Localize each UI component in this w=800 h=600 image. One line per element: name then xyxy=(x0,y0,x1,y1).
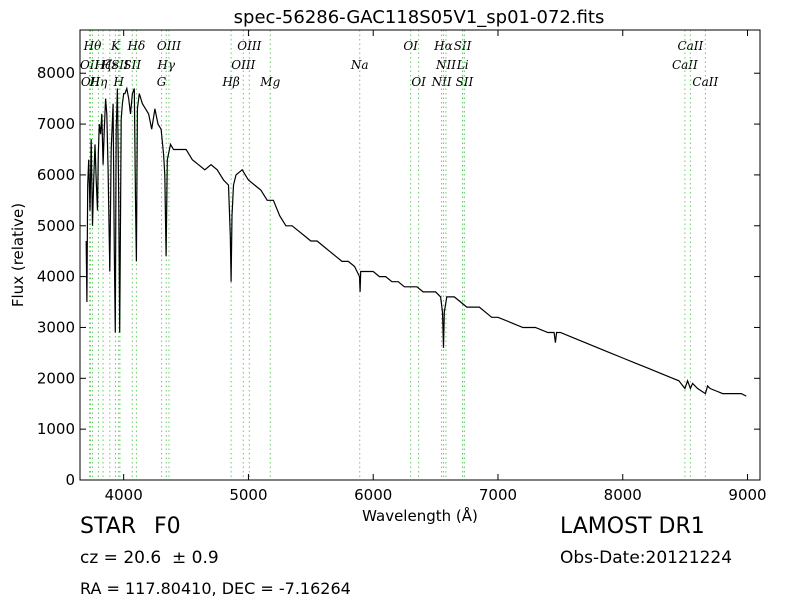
line-marker-label: OIII xyxy=(157,39,181,53)
line-marker-label: Hβ xyxy=(221,75,239,89)
line-marker-label: Hθ xyxy=(83,39,102,53)
plot-frame xyxy=(79,29,761,481)
object-class-label: STAR xyxy=(80,514,137,539)
line-marker-label: NII xyxy=(435,58,456,72)
y-tick-label: 5000 xyxy=(37,217,75,235)
line-marker-label: H xyxy=(112,75,124,89)
x-axis-label: Wavelength (Å) xyxy=(362,506,478,525)
line-marker-label: K xyxy=(110,39,121,53)
line-marker-label: Hε xyxy=(100,58,118,72)
y-tick-label: 8000 xyxy=(37,64,75,82)
line-marker-label: Hγ xyxy=(156,58,175,72)
x-tick-label: 9000 xyxy=(728,486,766,504)
line-marker-label: Hη xyxy=(89,75,108,89)
subclass-label: F0 xyxy=(154,514,181,539)
object-class: STAR F0 xyxy=(80,514,181,539)
chart-title: spec-56286-GAC118S05V1_sp01-072.fits xyxy=(234,7,605,28)
line-marker-label: SII xyxy=(456,75,474,89)
line-marker-label: Hζ xyxy=(94,58,113,72)
line-marker-label: NII xyxy=(431,75,452,89)
x-tick-label: 7000 xyxy=(479,486,517,504)
y-tick-label: 1000 xyxy=(37,420,75,438)
obs-date-label: Obs-Date:20121224 xyxy=(560,548,733,568)
y-axis-label: Flux (relative) xyxy=(9,203,27,307)
y-tick-label: 7000 xyxy=(37,115,75,133)
axis-ticks: 4000 5000 6000 7000 8000 9000 0 1000 2000 3000 400… xyxy=(37,30,767,504)
y-tick-label: 3000 xyxy=(37,318,75,336)
redshift-label: cz = 20.6 ± 0.9 xyxy=(80,548,219,568)
coordinates-label: RA = 117.80410, DEC = -7.16264 xyxy=(80,579,351,598)
line-marker-label: Mg xyxy=(259,75,280,89)
x-tick-label: 6000 xyxy=(354,486,392,504)
line-marker-label: OI xyxy=(411,75,426,89)
line-marker-label: CaII xyxy=(677,39,703,53)
line-marker-label: SII xyxy=(123,58,141,72)
line-marker-label: Hα xyxy=(433,39,453,53)
survey-label: LAMOST DR1 xyxy=(560,514,705,539)
y-tick-label: 6000 xyxy=(37,166,75,184)
emission-line-markers: OIIOIIHθHηHζHεKHSIISIIHδGHγOIIIHβOIIIOII… xyxy=(80,30,719,480)
line-marker-label: OIII xyxy=(231,58,255,72)
spectrum-line xyxy=(85,86,747,397)
y-tick-label: 2000 xyxy=(37,369,75,387)
line-marker-label: Na xyxy=(350,58,369,72)
line-marker-label: Hδ xyxy=(127,39,146,53)
line-marker-label: OI xyxy=(403,39,418,53)
line-marker-label: G xyxy=(157,75,167,89)
line-marker-label: OIII xyxy=(237,39,261,53)
x-tick-label: 5000 xyxy=(229,486,267,504)
line-marker-label: OII xyxy=(81,75,101,89)
line-marker-label: SII xyxy=(454,39,472,53)
line-marker-label: Li xyxy=(456,58,469,72)
line-marker-label: OII xyxy=(80,58,100,72)
x-tick-label: 4000 xyxy=(105,486,143,504)
line-marker-label: CaII xyxy=(672,58,698,72)
y-tick-label: 4000 xyxy=(37,268,75,286)
y-tick-label: 0 xyxy=(65,471,75,489)
line-marker-label: CaII xyxy=(692,75,718,89)
line-marker-label: SII xyxy=(111,58,129,72)
x-tick-label: 8000 xyxy=(604,486,642,504)
